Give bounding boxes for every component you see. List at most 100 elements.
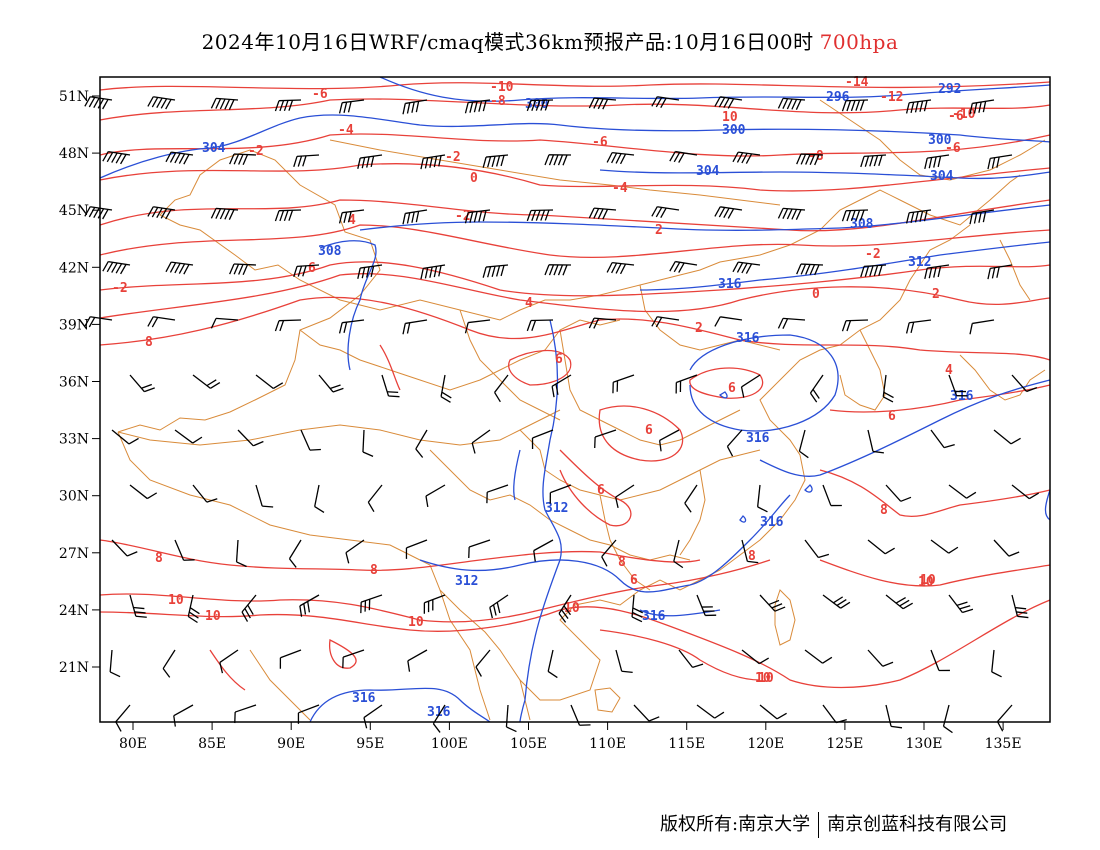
wind-barb-feather <box>557 264 564 276</box>
wind-barb-shaft <box>192 484 208 503</box>
wind-barb <box>420 264 446 280</box>
temp-label: 4 <box>348 213 356 228</box>
temp-contour <box>99 224 1051 259</box>
wind-barb-feather <box>84 316 91 327</box>
wind-barb <box>129 484 158 500</box>
temp-label: 6 <box>597 483 605 498</box>
wind-barb-feather <box>860 156 865 168</box>
temp-contour <box>599 629 761 681</box>
lat-tick-label: 42N <box>59 260 89 276</box>
temp-label: -12 <box>880 90 903 105</box>
wind-barb <box>173 704 194 727</box>
wind-barb-feather <box>274 100 280 112</box>
wind-barb-feather <box>795 209 802 220</box>
wind-barb-feather <box>905 102 910 114</box>
temp-label: -4 <box>338 123 354 138</box>
wind-barb-feather <box>274 320 280 332</box>
wind-barb-shaft <box>558 594 572 614</box>
wind-barb-feather <box>859 99 865 111</box>
wind-barb <box>526 209 554 222</box>
height-label: 304 <box>696 164 720 179</box>
wind-barb <box>229 153 257 165</box>
wind-barb-feather <box>165 151 172 163</box>
temp-contour <box>99 98 1051 121</box>
temp-contour <box>99 559 771 623</box>
temp-contour <box>819 559 1051 587</box>
wind-barb-feather <box>597 98 604 110</box>
wind-barb <box>804 539 830 559</box>
wind-barb-feather <box>370 156 375 168</box>
wind-barb <box>274 319 302 332</box>
wind-barb <box>757 484 768 513</box>
wind-barb-feather <box>411 211 415 223</box>
wind-barb-shaft <box>406 539 428 549</box>
wind-barb-feather <box>588 97 595 109</box>
wind-barb-feather <box>279 210 285 222</box>
wind-barb-feather <box>736 152 744 163</box>
wind-barb <box>558 594 572 623</box>
wind-barb-shaft <box>726 429 743 447</box>
wind-barb <box>549 484 572 504</box>
wind-barb-feather <box>758 657 770 665</box>
wind-barb-feather <box>165 261 172 273</box>
wind-barb-feather <box>1008 551 1020 557</box>
wind-barb-feather <box>189 607 200 615</box>
wind-barb-feather <box>841 320 847 332</box>
wind-barb-feather <box>841 100 847 112</box>
temp-label: 6 <box>645 423 653 438</box>
height-contour <box>319 240 377 371</box>
wind-barb <box>129 374 155 393</box>
wind-barb <box>885 484 912 502</box>
wind-barb-feather <box>544 264 550 276</box>
lat-tick-label: 45N <box>59 203 89 219</box>
wind-barb-shaft <box>613 374 635 383</box>
wind-barb-feather <box>160 208 168 219</box>
wind-barb-feather <box>206 379 217 387</box>
height-label: 316 <box>736 331 760 346</box>
wind-barb-shaft <box>783 207 806 211</box>
wind-barb-feather <box>135 615 147 618</box>
wind-barb <box>588 207 617 220</box>
wind-barb <box>299 594 320 617</box>
wind-barb <box>796 263 824 276</box>
wind-barb-shaft <box>297 154 320 158</box>
wind-barb-feather <box>192 436 203 444</box>
wind-barb-feather <box>482 266 487 278</box>
wind-barb-feather <box>991 671 1002 678</box>
temperature-label-group: -14 -12 -10 -8 -6 -6 -6 -4 -4 -2 -2 -2 -… <box>112 75 976 686</box>
lat-tick-label: 27N <box>59 546 89 562</box>
wind-barb-feather <box>526 210 532 222</box>
wind-barb-shaft <box>800 153 824 156</box>
wind-barb-feather <box>805 264 811 275</box>
wind-barb-feather <box>615 496 619 509</box>
lon-tick-label: 120E <box>747 736 784 752</box>
wind-barb-shaft <box>318 374 334 393</box>
wind-barb-feather <box>846 320 852 332</box>
wind-barb-feather <box>615 263 622 274</box>
wind-barb-feather <box>548 264 555 276</box>
wind-barb-feather <box>283 100 289 112</box>
wind-barb-feather <box>228 99 235 110</box>
wind-barb-shaft <box>216 317 239 321</box>
wind-barb-feather <box>487 266 492 278</box>
wind-barb-feather <box>475 666 482 677</box>
wind-barb-feather <box>969 103 973 115</box>
wind-barb-feather <box>115 263 123 274</box>
wind-barb-feather <box>297 155 303 167</box>
wind-barb-feather <box>611 152 618 164</box>
wind-barb-shaft <box>948 484 967 499</box>
height-contour <box>513 449 521 501</box>
wind-barb <box>822 484 842 507</box>
wind-barb-feather <box>714 711 725 719</box>
wind-barb-shaft <box>381 374 390 397</box>
wind-barb-shaft <box>594 97 617 101</box>
wind-barb-shaft <box>675 150 698 156</box>
temp-label: 10 <box>755 671 771 686</box>
wind-barb-shaft <box>759 704 778 720</box>
wind-barb-shaft <box>299 594 320 607</box>
wind-barb-feather <box>973 212 978 224</box>
wind-barb-shaft <box>187 594 194 617</box>
wind-barb <box>841 209 869 222</box>
wind-barb <box>342 649 365 669</box>
